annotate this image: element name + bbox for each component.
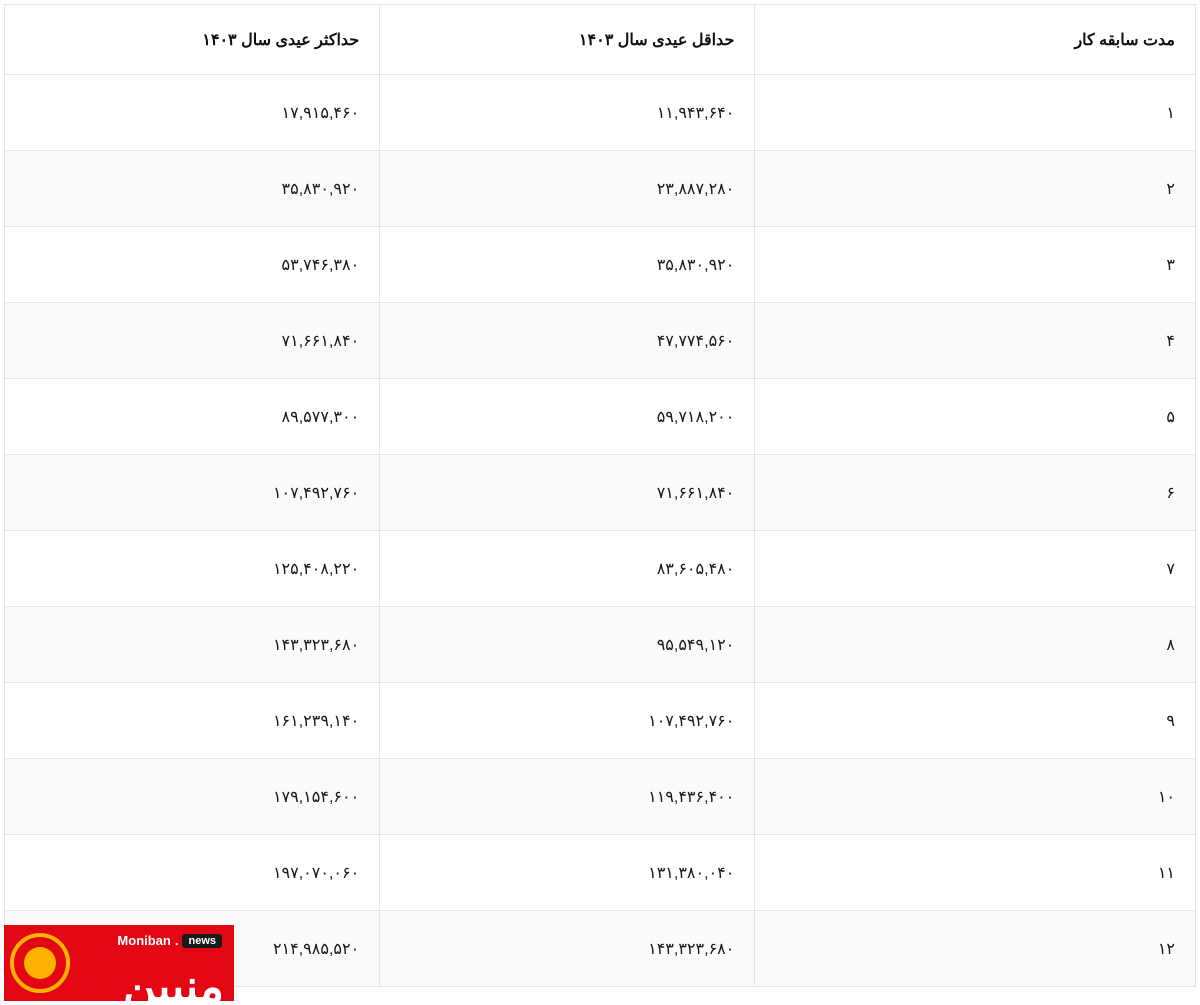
cell-min: ۸۳,۶۰۵,۴۸۰ xyxy=(380,531,755,607)
cell-max: ۱۹۷,۰۷۰,۰۶۰ xyxy=(5,835,380,911)
cell-max: ۱۷۹,۱۵۴,۶۰۰ xyxy=(5,759,380,835)
cell-months: ۱۰ xyxy=(755,759,1196,835)
cell-months: ۶ xyxy=(755,455,1196,531)
cell-max: ۱۰۷,۴۹۲,۷۶۰ xyxy=(5,455,380,531)
cell-min: ۱۴۳,۳۲۳,۶۸۰ xyxy=(380,911,755,987)
cell-min: ۹۵,۵۴۹,۱۲۰ xyxy=(380,607,755,683)
cell-max: ۷۱,۶۶۱,۸۴۰ xyxy=(5,303,380,379)
moniban-watermark: Moniban . news منیبن xyxy=(4,925,234,1001)
cell-months: ۲ xyxy=(755,151,1196,227)
table-header-row: مدت سابقه کار حداقل عیدی سال ۱۴۰۳ حداکثر… xyxy=(5,5,1196,75)
table-row: ۷۸۳,۶۰۵,۴۸۰۱۲۵,۴۰۸,۲۲۰ xyxy=(5,531,1196,607)
cell-min: ۱۳۱,۳۸۰,۰۴۰ xyxy=(380,835,755,911)
cell-max: ۵۳,۷۴۶,۳۸۰ xyxy=(5,227,380,303)
cell-months: ۳ xyxy=(755,227,1196,303)
cell-max: ۸۹,۵۷۷,۳۰۰ xyxy=(5,379,380,455)
table-row: ۱۱۱۳۱,۳۸۰,۰۴۰۱۹۷,۰۷۰,۰۶۰ xyxy=(5,835,1196,911)
cell-min: ۴۷,۷۷۴,۵۶۰ xyxy=(380,303,755,379)
cell-max: ۱۷,۹۱۵,۴۶۰ xyxy=(5,75,380,151)
logo-tagline-text: Moniban xyxy=(117,933,170,948)
cell-months: ۸ xyxy=(755,607,1196,683)
cell-months: ۷ xyxy=(755,531,1196,607)
cell-min: ۱۰۷,۴۹۲,۷۶۰ xyxy=(380,683,755,759)
table-row: ۱۰۱۱۹,۴۳۶,۴۰۰۱۷۹,۱۵۴,۶۰۰ xyxy=(5,759,1196,835)
cell-months: ۹ xyxy=(755,683,1196,759)
cell-months: ۴ xyxy=(755,303,1196,379)
cell-months: ۱ xyxy=(755,75,1196,151)
logo-brand: منیبن xyxy=(123,963,224,1001)
table-row: ۹۱۰۷,۴۹۲,۷۶۰۱۶۱,۲۳۹,۱۴۰ xyxy=(5,683,1196,759)
table-row: ۸۹۵,۵۴۹,۱۲۰۱۴۳,۳۲۳,۶۸۰ xyxy=(5,607,1196,683)
cell-min: ۷۱,۶۶۱,۸۴۰ xyxy=(380,455,755,531)
cell-min: ۲۳,۸۸۷,۲۸۰ xyxy=(380,151,755,227)
logo-tagline: Moniban . news xyxy=(117,933,222,948)
cell-months: ۵ xyxy=(755,379,1196,455)
cell-months: ۱۱ xyxy=(755,835,1196,911)
cell-min: ۵۹,۷۱۸,۲۰۰ xyxy=(380,379,755,455)
table-row: ۴۴۷,۷۷۴,۵۶۰۷۱,۶۶۱,۸۴۰ xyxy=(5,303,1196,379)
logo-icon xyxy=(10,933,70,993)
cell-months: ۱۲ xyxy=(755,911,1196,987)
cell-max: ۳۵,۸۳۰,۹۲۰ xyxy=(5,151,380,227)
bonus-table-container: مدت سابقه کار حداقل عیدی سال ۱۴۰۳ حداکثر… xyxy=(0,0,1200,991)
col-header-months: مدت سابقه کار xyxy=(755,5,1196,75)
bonus-table: مدت سابقه کار حداقل عیدی سال ۱۴۰۳ حداکثر… xyxy=(4,4,1196,987)
cell-max: ۱۶۱,۲۳۹,۱۴۰ xyxy=(5,683,380,759)
table-row: ۲۲۳,۸۸۷,۲۸۰۳۵,۸۳۰,۹۲۰ xyxy=(5,151,1196,227)
cell-max: ۱۴۳,۳۲۳,۶۸۰ xyxy=(5,607,380,683)
cell-min: ۳۵,۸۳۰,۹۲۰ xyxy=(380,227,755,303)
table-row: ۵۵۹,۷۱۸,۲۰۰۸۹,۵۷۷,۳۰۰ xyxy=(5,379,1196,455)
cell-min: ۱۱۹,۴۳۶,۴۰۰ xyxy=(380,759,755,835)
col-header-min: حداقل عیدی سال ۱۴۰۳ xyxy=(380,5,755,75)
cell-min: ۱۱,۹۴۳,۶۴۰ xyxy=(380,75,755,151)
cell-max: ۱۲۵,۴۰۸,۲۲۰ xyxy=(5,531,380,607)
table-row: ۶۷۱,۶۶۱,۸۴۰۱۰۷,۴۹۲,۷۶۰ xyxy=(5,455,1196,531)
table-row: ۳۳۵,۸۳۰,۹۲۰۵۳,۷۴۶,۳۸۰ xyxy=(5,227,1196,303)
col-header-max: حداکثر عیدی سال ۱۴۰۳ xyxy=(5,5,380,75)
table-row: ۱۱۱,۹۴۳,۶۴۰۱۷,۹۱۵,۴۶۰ xyxy=(5,75,1196,151)
logo-news-badge: news xyxy=(182,934,222,948)
